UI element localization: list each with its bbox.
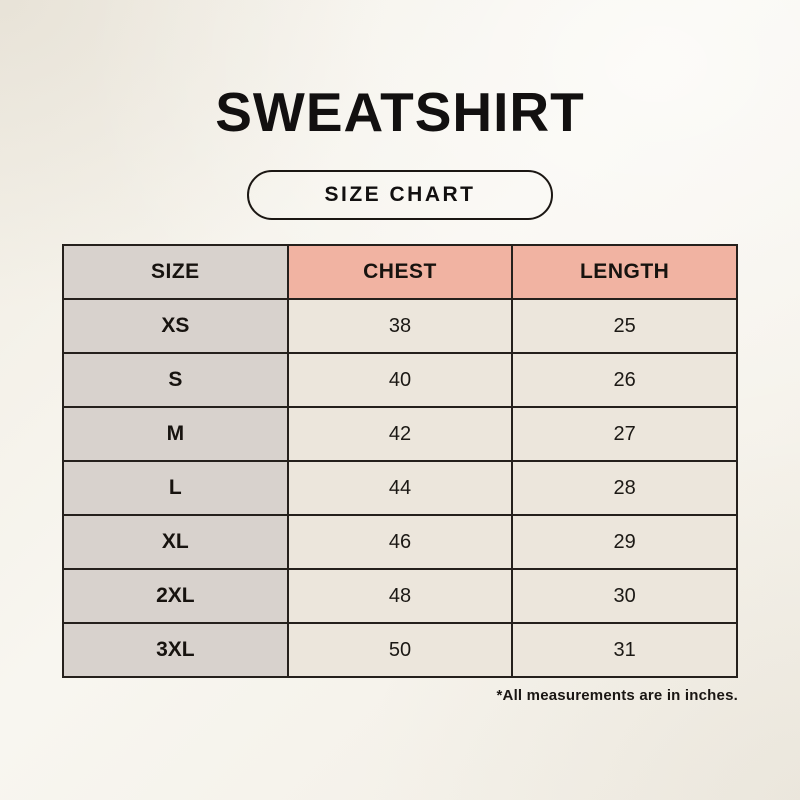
length-cell: 31 — [511, 622, 738, 678]
length-cell: 29 — [511, 514, 738, 570]
length-cell: 27 — [511, 406, 738, 462]
size-cell: 3XL — [62, 622, 289, 678]
chest-cell: 46 — [286, 514, 514, 570]
length-cell: 28 — [511, 460, 738, 516]
chest-cell: 42 — [286, 406, 514, 462]
length-cell: 30 — [511, 568, 738, 624]
chest-cell: 48 — [286, 568, 514, 624]
size-cell: L — [62, 460, 289, 516]
chest-cell: 38 — [286, 298, 514, 354]
measurements-note: *All measurements are in inches. — [496, 687, 738, 704]
table-row-3xl: 3XL 50 31 — [62, 622, 738, 678]
column-header-chest: CHEST — [286, 244, 514, 300]
chest-cell: 44 — [286, 460, 514, 516]
size-cell: XL — [62, 514, 289, 570]
table-row-xs: XS 38 25 — [62, 298, 738, 354]
table-header-row: SIZE CHEST LENGTH — [62, 244, 738, 300]
column-header-length: LENGTH — [511, 244, 738, 300]
table-row-s: S 40 26 — [62, 352, 738, 408]
page-title: SWEATSHIRT — [215, 81, 585, 143]
size-table: SIZE CHEST LENGTH XS 38 25 S 40 26 M — [62, 244, 738, 678]
size-cell: S — [62, 352, 289, 408]
table-row-2xl: 2XL 48 30 — [62, 568, 738, 624]
size-cell: M — [62, 406, 289, 462]
chest-cell: 40 — [286, 352, 514, 408]
size-cell: 2XL — [62, 568, 289, 624]
size-table-container: SIZE CHEST LENGTH XS 38 25 S 40 26 M — [62, 244, 738, 678]
size-cell: XS — [62, 298, 289, 354]
table-row-m: M 42 27 — [62, 406, 738, 462]
length-cell: 26 — [511, 352, 738, 408]
column-header-size: SIZE — [62, 244, 289, 300]
length-cell: 25 — [511, 298, 738, 354]
badge-container: SIZE CHART — [0, 170, 800, 220]
size-chart-badge: SIZE CHART — [247, 170, 553, 220]
table-row-l: L 44 28 — [62, 460, 738, 516]
chest-cell: 50 — [286, 622, 514, 678]
table-row-xl: XL 46 29 — [62, 514, 738, 570]
